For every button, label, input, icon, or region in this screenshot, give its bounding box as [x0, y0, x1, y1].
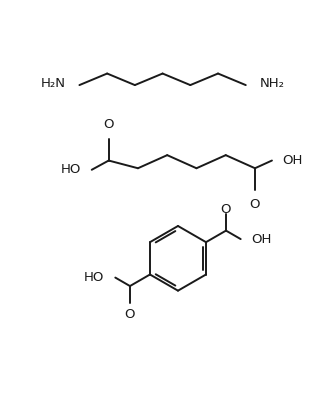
- Text: NH₂: NH₂: [260, 77, 285, 90]
- Text: H₂N: H₂N: [40, 77, 65, 90]
- Text: O: O: [125, 308, 135, 321]
- Text: HO: HO: [61, 163, 81, 176]
- Text: O: O: [103, 118, 114, 131]
- Text: O: O: [250, 198, 260, 211]
- Text: HO: HO: [84, 271, 105, 284]
- Text: OH: OH: [283, 154, 303, 167]
- Text: O: O: [221, 203, 231, 216]
- Text: OH: OH: [251, 233, 272, 245]
